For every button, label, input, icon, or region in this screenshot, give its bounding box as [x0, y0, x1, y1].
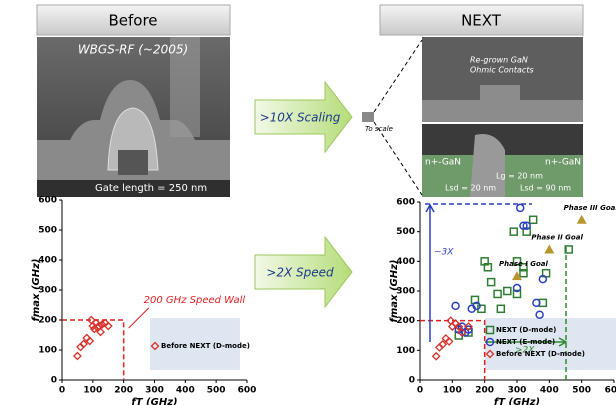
legend-label: NEXT (D-mode)	[496, 326, 556, 334]
point	[510, 228, 517, 235]
x-tick-label: 200	[114, 386, 133, 396]
header: NEXT	[461, 12, 502, 30]
callout	[129, 308, 149, 328]
y-tick-label: 100	[38, 346, 57, 356]
point	[433, 353, 440, 360]
image-label: WBGS-RF (~2005)	[78, 43, 188, 57]
point	[488, 279, 495, 286]
x-tick-label: 500	[572, 386, 591, 396]
arrow-label: >10X Scaling	[260, 111, 341, 125]
image-label: To scale	[365, 125, 393, 133]
y-tick-label: 600	[396, 198, 415, 208]
x-tick-label: 600	[238, 386, 257, 396]
image-label: n+-GaN	[545, 158, 581, 168]
y-axis-label: fmax (GHz)	[389, 260, 400, 323]
legend-label: Before NEXT (D-mode)	[161, 342, 250, 350]
image-label: n+-GaN	[425, 158, 461, 168]
goal-label: Phase II Goal	[531, 233, 583, 241]
sem-image	[37, 37, 230, 197]
annotation: ~3X	[434, 248, 454, 258]
arrow-label: >2X Speed	[266, 266, 334, 280]
x-tick-label: 0	[59, 386, 65, 396]
x-tick-label: 600	[605, 386, 616, 396]
x-tick-label: 400	[176, 386, 195, 396]
image-label: Re-grown GaN	[470, 56, 528, 65]
point	[504, 288, 511, 295]
point	[74, 353, 81, 360]
image-label: Ohmic Contacts	[470, 66, 534, 75]
y-tick-label: 600	[38, 196, 57, 206]
image-label: Lsd = 90 nm	[520, 184, 571, 193]
point	[577, 215, 587, 224]
x-axis-label: fT (GHz)	[494, 397, 540, 405]
point	[544, 244, 554, 253]
y-tick-label: 500	[38, 226, 57, 236]
point	[497, 305, 504, 312]
y-tick-label: 100	[396, 346, 415, 356]
y-tick-label: 500	[396, 227, 415, 237]
slide: Before NEXT WBGS-RF (~2005) Gate length …	[0, 0, 616, 405]
y-tick-label: 0	[409, 376, 415, 386]
point	[530, 216, 537, 223]
y-axis-label: fmax (GHz)	[31, 259, 42, 322]
point	[452, 302, 459, 309]
x-tick-label: 200	[475, 386, 494, 396]
goal-label: Phase I Goal	[499, 260, 549, 268]
x-tick-label: 400	[540, 386, 559, 396]
arrow	[426, 205, 434, 342]
x-tick-label: 100	[83, 386, 102, 396]
annotation: 200 GHz Speed Wall	[144, 295, 246, 306]
x-tick-label: 300	[508, 386, 527, 396]
x-tick-label: 500	[207, 386, 226, 396]
point	[536, 311, 543, 318]
x-axis-label: fT (GHz)	[131, 397, 177, 405]
legend-label: NEXT (E-mode)	[496, 338, 555, 346]
y-tick-label: 0	[51, 376, 57, 386]
point	[517, 204, 524, 211]
image-label: Lsd = 20 nm	[445, 184, 496, 193]
image-label: Gate length = 250 nm	[95, 183, 207, 194]
x-tick-label: 0	[417, 386, 423, 396]
legend-label: Before NEXT (D-mode)	[496, 350, 585, 358]
x-tick-label: 300	[145, 386, 164, 396]
image-label: Lg = 20 nm	[496, 172, 543, 181]
point	[494, 290, 501, 297]
goal-label: Phase III Goal	[564, 204, 616, 212]
header: Before	[108, 12, 157, 30]
x-tick-label: 100	[443, 386, 462, 396]
